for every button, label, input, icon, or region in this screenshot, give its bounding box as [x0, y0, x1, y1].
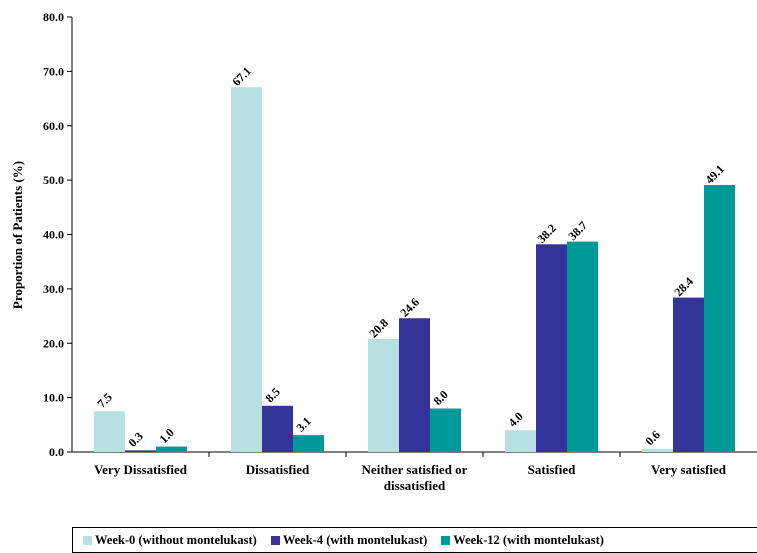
- y-tick-label: 40.0: [43, 228, 64, 242]
- legend-label-week12: Week-12 (with montelukast): [453, 532, 604, 547]
- y-tick-label: 60.0: [43, 119, 64, 133]
- legend-item-week12: Week-12 (with montelukast): [441, 533, 604, 548]
- chart-category-labels: Very Dissatisfied Dissatisfied Neither sat…: [94, 462, 727, 493]
- data-label: 7.5: [94, 390, 115, 411]
- x-category-label: Very Dissatisfied: [94, 462, 188, 477]
- chart-legend: Week-0 (without montelukast) Week-4 (wit…: [72, 527, 757, 553]
- y-tick-label: 0.0: [49, 445, 64, 459]
- bar: [673, 297, 704, 452]
- bar: [368, 338, 399, 452]
- bar: [94, 411, 125, 452]
- data-label: 38.2: [534, 221, 559, 246]
- y-tick-label: 70.0: [43, 64, 64, 78]
- legend-swatch-week12: [441, 535, 451, 545]
- data-label: 20.8: [366, 316, 391, 341]
- bar: [430, 408, 461, 452]
- bar: [704, 185, 735, 453]
- legend-item-week4: Week-4 (with montelukast): [270, 532, 428, 548]
- data-label: 0.6: [642, 428, 663, 449]
- y-tick-label: 10.0: [43, 391, 64, 405]
- bar: [505, 430, 536, 452]
- data-label: 24.6: [397, 295, 422, 320]
- bar: [125, 450, 156, 452]
- y-tick-label: 30.0: [43, 282, 64, 296]
- data-label: 8.5: [262, 385, 283, 406]
- x-category-label: Neither satisfied or: [362, 462, 468, 477]
- legend-label-week4: Week-4 (with montelukast): [282, 532, 428, 547]
- bar: [642, 448, 673, 452]
- data-label: 38.7: [565, 218, 590, 243]
- x-category-label: Dissatisfied: [246, 462, 310, 477]
- bar: [567, 241, 598, 452]
- legend-swatch-week4: [270, 535, 280, 545]
- bar: [231, 87, 262, 453]
- legend-item-week0: Week-0 (without montelukast): [83, 533, 257, 548]
- data-label: 3.1: [293, 414, 314, 435]
- x-category-label: dissatisfied: [384, 478, 446, 493]
- chart-bars: [94, 87, 735, 453]
- data-label: 0.3: [125, 429, 146, 450]
- y-tick-label: 20.0: [43, 336, 64, 350]
- data-label: 28.4: [671, 274, 696, 299]
- y-tick-label: 80.0: [43, 10, 64, 24]
- bar: [293, 435, 324, 452]
- bar-chart: 0.0 10.0 20.0 30.0 40.0 50.0 60.0 70.0 80.0 7.5 0…: [10, 10, 757, 493]
- bar: [399, 318, 430, 452]
- data-label: 1.0: [156, 425, 177, 446]
- legend-label-week0: Week-0 (without montelukast): [95, 532, 257, 547]
- legend-swatch-week0: [83, 535, 92, 545]
- y-tick-label: 50.0: [43, 173, 64, 187]
- bar: [536, 244, 567, 452]
- data-label: 67.1: [229, 64, 254, 89]
- data-label: 8.0: [430, 387, 451, 408]
- y-axis-label: Proportion of Patients (%): [10, 161, 25, 309]
- bar: [156, 446, 187, 452]
- data-label: 49.1: [702, 162, 727, 187]
- bar: [262, 405, 293, 452]
- x-category-label: Very satisfied: [651, 462, 727, 477]
- data-label: 4.0: [505, 409, 526, 430]
- x-category-label: Satisfied: [528, 462, 576, 477]
